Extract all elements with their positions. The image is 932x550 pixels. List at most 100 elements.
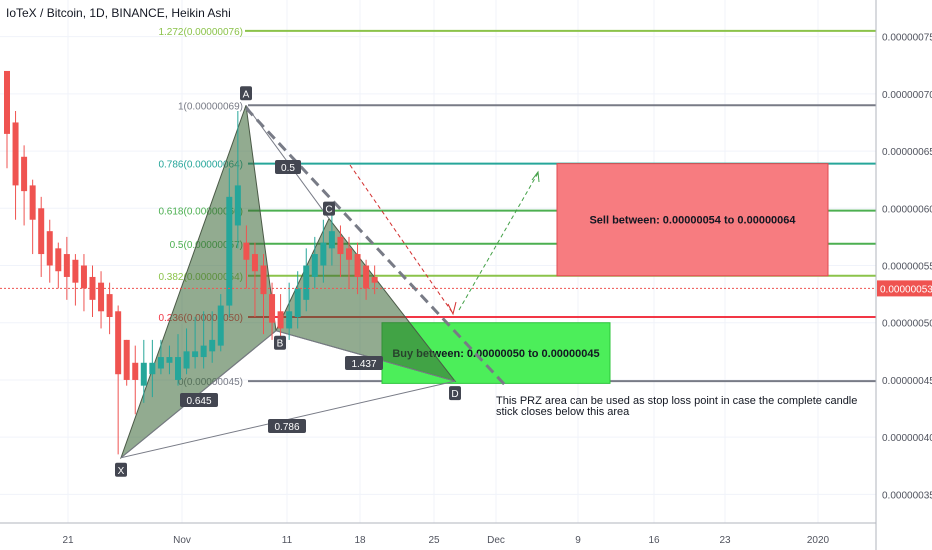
candle-body — [166, 357, 173, 363]
x-tick-label: 16 — [648, 535, 660, 546]
candle-body — [98, 282, 105, 312]
fib-level-label: 1.272(0.00000076) — [158, 27, 243, 38]
candle-body — [4, 70, 10, 134]
candle-body — [106, 294, 113, 318]
candle-body — [346, 248, 352, 260]
candle-body — [63, 254, 70, 277]
sell-zone — [556, 163, 829, 277]
candle-body — [183, 351, 190, 369]
candle-body — [363, 265, 370, 289]
sell-zone-label: Sell between: 0.00000054 to 0.00000064 — [589, 215, 796, 227]
candle-body — [149, 362, 156, 375]
candle-body — [234, 185, 241, 226]
y-tick-label: 0.00000065 — [882, 147, 932, 158]
x-tick-label: 9 — [575, 535, 581, 546]
candle-body — [157, 357, 164, 369]
candle-body — [217, 305, 224, 346]
fib-level-label: 0.786(0.00000064) — [158, 160, 243, 171]
candle-body — [140, 362, 147, 386]
candle-body — [320, 242, 327, 266]
candle-body — [251, 254, 258, 272]
x-tick-label: Nov — [173, 535, 191, 546]
pattern-ratio-badge — [345, 356, 383, 370]
buy-zone-label: Buy between: 0.00000050 to 0.00000045 — [392, 348, 599, 360]
y-tick-label: 0.00000060 — [882, 204, 932, 215]
pattern-point-badge — [240, 86, 252, 101]
candle-body — [192, 351, 199, 358]
x-tick-label: 2020 — [807, 535, 830, 546]
fib-level-label: 1(0.00000069) — [178, 101, 243, 112]
pattern-point-badge — [449, 386, 461, 401]
fib-level-label: 0.618(0.00000060) — [158, 207, 243, 218]
pattern-point-label: X — [118, 466, 125, 477]
x-tick-label: Dec — [487, 535, 505, 546]
candle-body — [269, 294, 276, 323]
candle-body — [243, 242, 250, 260]
trade-zones: Sell between: 0.00000054 to 0.00000064 Bu… — [381, 163, 829, 384]
y-tick-label: 0.00000045 — [882, 376, 932, 387]
candle-body — [115, 311, 122, 375]
pattern-ratio-label: 0.5 — [281, 163, 295, 174]
candle-body — [294, 288, 301, 318]
last-price-badge — [877, 280, 932, 297]
pattern-point-badge — [274, 335, 286, 350]
candle-body — [260, 265, 267, 295]
prz-annotation: This PRZ area can be used as stop loss p… — [496, 395, 858, 418]
candle-body — [55, 248, 62, 272]
candle-body — [328, 231, 335, 249]
candle-body — [38, 208, 45, 255]
pattern-point-label: A — [243, 89, 250, 100]
pattern-point-label: B — [277, 339, 284, 350]
pattern-ratio-badge — [275, 160, 301, 174]
down-arrow-head — [447, 301, 457, 316]
candle-body — [354, 254, 361, 277]
up-arrow-line — [458, 172, 539, 311]
x-tick-label: 18 — [354, 535, 366, 546]
pattern-point-label: C — [325, 205, 332, 216]
last-price-label: 0.00000053 — [880, 284, 932, 295]
y-tick-label: 0.00000070 — [882, 90, 932, 101]
up-arrow-head — [531, 170, 540, 183]
y-tick-label: 0.00000035 — [882, 490, 932, 501]
candle-body — [200, 345, 207, 358]
candle-body — [277, 311, 284, 329]
candlestick-series — [4, 70, 378, 455]
candle-body — [72, 259, 79, 283]
candle-body — [226, 196, 233, 306]
pattern-ratio-label: 0.645 — [186, 396, 211, 407]
chart-labels: X A B C D 0.645 0.5 1.437 0.786 — [115, 86, 461, 477]
y-tick-label: 0.00000075 — [882, 33, 932, 44]
pattern-bd-line — [275, 330, 456, 382]
pattern-ratio-badge — [180, 393, 218, 407]
candle-body — [286, 311, 293, 329]
pattern-ratio-label: 0.786 — [274, 422, 299, 433]
candle-body — [303, 265, 310, 300]
chart-title: IoTeX / Bitcoin, 1D, BINANCE, Heikin Ash… — [6, 6, 231, 20]
candle-body — [175, 357, 181, 380]
candle-body — [21, 156, 28, 192]
candle-body — [123, 339, 130, 380]
y-tick-label: 0.00000050 — [882, 319, 932, 330]
candle-body — [311, 254, 318, 277]
candle-body — [46, 231, 53, 266]
candle-body — [371, 276, 378, 283]
down-arrow-line — [349, 164, 453, 313]
candle-body — [29, 185, 36, 220]
candle-body — [80, 265, 87, 289]
candle-body — [337, 236, 344, 255]
trend-arrows — [0, 106, 876, 387]
x-tick-label: 11 — [282, 535, 293, 546]
x-tick-label: 21 — [62, 535, 74, 546]
pattern-ratio-badge — [268, 419, 306, 433]
pattern-point-badge — [323, 201, 335, 216]
candle-body — [12, 122, 19, 186]
pattern-ratio-label: 1.437 — [351, 359, 376, 370]
pattern-point-label: D — [451, 389, 458, 400]
y-tick-label: 0.00000040 — [882, 433, 932, 444]
x-tick-label: 25 — [428, 535, 440, 546]
candle-body — [132, 362, 139, 380]
x-tick-label: 23 — [719, 535, 731, 546]
pattern-point-badge — [115, 462, 127, 477]
